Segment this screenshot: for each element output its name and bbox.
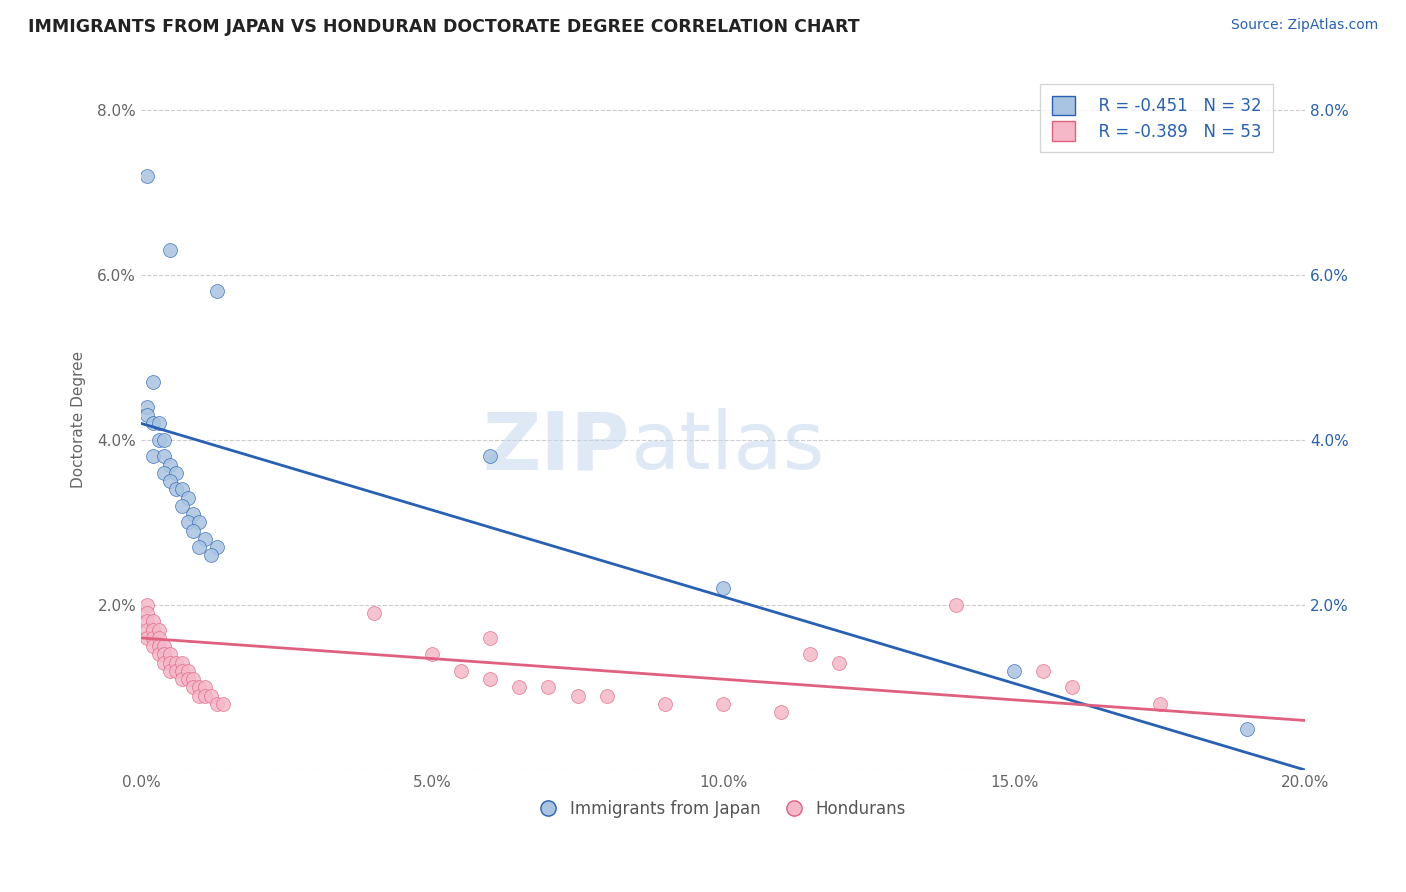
Point (567, 689, 589, 703)
Point (170, 483, 193, 497)
Text: ZIP: ZIP (482, 409, 630, 486)
Point (153, 639, 176, 653)
Point (211, 697, 233, 711)
Point (828, 656, 851, 670)
Point (1062, 681, 1084, 695)
Point (165, 483, 187, 497)
Point (170, 656, 193, 670)
Point (142, 623, 165, 637)
Point (176, 491, 198, 505)
Text: IMMIGRANTS FROM JAPAN VS HONDURAN DOCTORATE DEGREE CORRELATION CHART: IMMIGRANTS FROM JAPAN VS HONDURAN DOCTOR… (28, 18, 859, 36)
Point (153, 466, 176, 480)
Point (183, 681, 205, 695)
Point (148, 433, 170, 447)
Point (479, 631, 502, 645)
Point (1149, 697, 1171, 711)
Point (194, 689, 217, 703)
Point (142, 639, 165, 653)
Text: atlas: atlas (630, 409, 824, 486)
Point (165, 664, 187, 678)
Point (508, 681, 530, 695)
Point (148, 623, 170, 637)
Point (165, 466, 187, 480)
Point (176, 516, 198, 530)
Point (159, 656, 181, 670)
Point (135, 623, 157, 637)
Point (176, 672, 198, 686)
Point (450, 664, 472, 678)
Point (159, 458, 181, 472)
Point (135, 615, 157, 629)
Point (183, 524, 205, 538)
Point (153, 656, 176, 670)
Point (135, 408, 157, 422)
Point (194, 681, 217, 695)
Point (153, 433, 176, 447)
Point (595, 689, 617, 703)
Point (479, 450, 502, 464)
Point (1236, 722, 1258, 736)
Point (188, 689, 211, 703)
Point (159, 664, 181, 678)
Point (142, 615, 165, 629)
Y-axis label: Doctorate Degree: Doctorate Degree (72, 351, 86, 488)
Point (170, 672, 193, 686)
Point (479, 672, 502, 686)
Point (153, 450, 176, 464)
Point (170, 664, 193, 678)
Point (148, 417, 170, 431)
Point (170, 499, 193, 513)
Point (165, 656, 187, 670)
Point (188, 540, 211, 554)
Point (205, 540, 228, 554)
Point (200, 689, 222, 703)
Point (135, 631, 157, 645)
Point (945, 598, 967, 612)
Point (135, 598, 157, 612)
Point (200, 549, 222, 563)
Point (135, 400, 157, 414)
Point (188, 681, 211, 695)
Point (770, 705, 793, 719)
Point (205, 697, 228, 711)
Point (159, 243, 181, 257)
Point (142, 450, 165, 464)
Point (654, 697, 676, 711)
Point (148, 639, 170, 653)
Point (142, 375, 165, 389)
Point (183, 672, 205, 686)
Point (711, 582, 734, 596)
Point (159, 474, 181, 488)
Legend: Immigrants from Japan, Hondurans: Immigrants from Japan, Hondurans (533, 794, 912, 825)
Point (142, 417, 165, 431)
Point (420, 648, 443, 662)
Point (183, 507, 205, 521)
Point (711, 697, 734, 711)
Point (176, 664, 198, 678)
Point (537, 681, 560, 695)
Point (135, 169, 157, 183)
Point (159, 648, 181, 662)
Point (205, 285, 228, 299)
Point (194, 532, 217, 546)
Point (1002, 664, 1025, 678)
Point (135, 606, 157, 620)
Point (363, 606, 385, 620)
Point (153, 648, 176, 662)
Point (799, 648, 821, 662)
Point (148, 631, 170, 645)
Point (1032, 664, 1054, 678)
Point (142, 631, 165, 645)
Point (188, 516, 211, 530)
Text: Source: ZipAtlas.com: Source: ZipAtlas.com (1230, 18, 1378, 32)
Point (148, 648, 170, 662)
